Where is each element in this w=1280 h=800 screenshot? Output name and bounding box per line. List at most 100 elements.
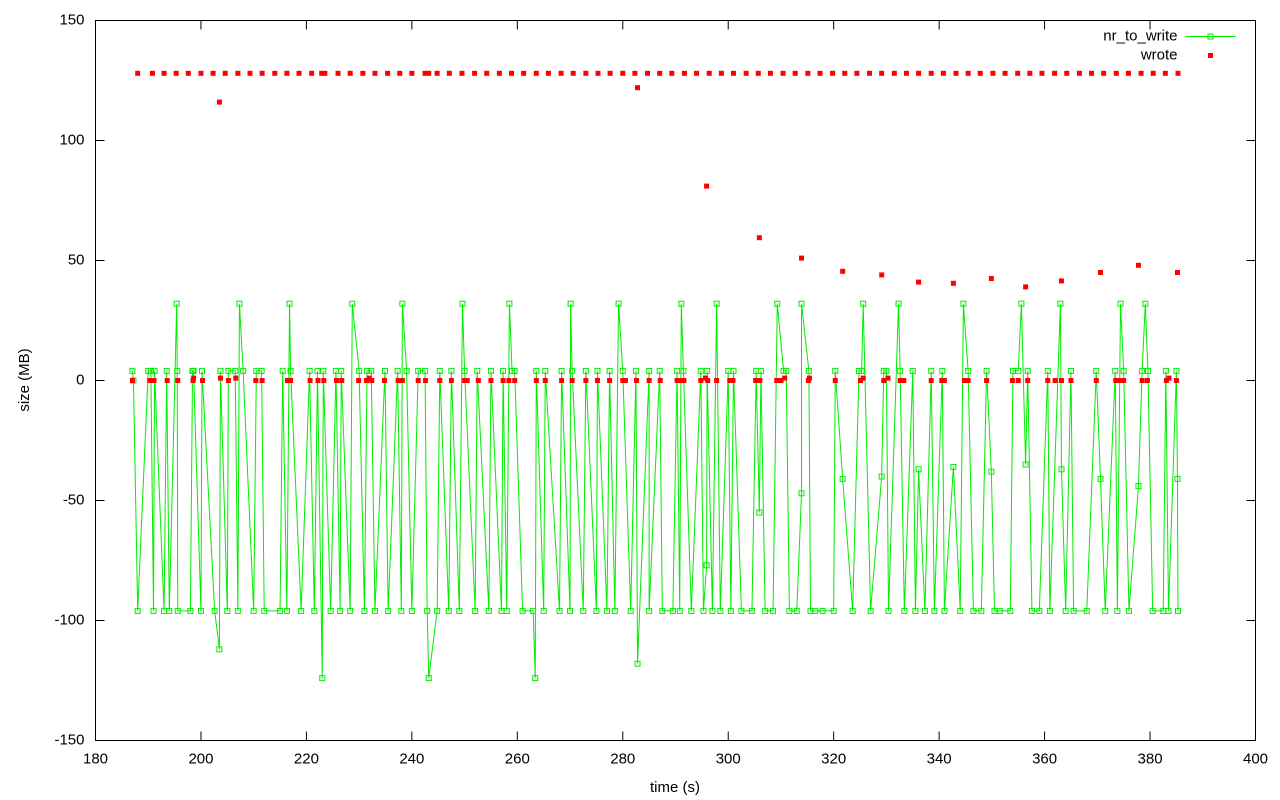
point-marker — [928, 367, 935, 374]
point-marker — [669, 70, 675, 76]
point-marker — [161, 70, 167, 76]
x-tick-label: 400 — [1243, 750, 1268, 767]
point-marker — [191, 375, 197, 381]
point-marker — [594, 378, 600, 383]
point-marker — [634, 660, 641, 667]
point-marker — [1044, 367, 1051, 374]
point-marker — [1002, 70, 1008, 76]
point-marker — [381, 378, 387, 383]
point-marker — [970, 607, 977, 614]
point-marker — [415, 378, 421, 383]
point-marker — [403, 367, 410, 374]
point-marker — [1023, 284, 1029, 290]
point-marker — [1052, 70, 1058, 76]
point-marker — [713, 300, 720, 307]
point-marker — [173, 70, 179, 76]
point-marker — [1093, 378, 1099, 383]
legend-marker — [1207, 33, 1214, 40]
point-marker — [484, 70, 490, 76]
point-marker — [464, 378, 470, 383]
point-marker — [635, 85, 641, 91]
point-marker — [941, 378, 947, 383]
point-marker — [530, 607, 537, 614]
point-marker — [259, 378, 265, 383]
point-marker — [569, 367, 576, 374]
y-tick-label: 0 — [76, 371, 84, 388]
point-marker — [879, 70, 885, 76]
point-marker — [284, 70, 290, 76]
point-marker — [322, 70, 328, 76]
point-marker — [361, 607, 368, 614]
point-marker — [175, 378, 181, 383]
point-marker — [990, 70, 996, 76]
point-marker — [897, 367, 904, 374]
point-marker — [611, 607, 618, 614]
point-marker — [503, 607, 510, 614]
point-marker — [1173, 367, 1180, 374]
point-marker — [916, 279, 922, 285]
point-marker — [678, 378, 684, 383]
point-marker — [1028, 607, 1035, 614]
point-marker — [424, 607, 431, 614]
point-marker — [149, 70, 155, 76]
point-marker — [1015, 70, 1021, 76]
point-marker — [240, 367, 247, 374]
point-marker — [506, 300, 513, 307]
point-marker — [459, 300, 466, 307]
point-marker — [659, 607, 666, 614]
point-marker — [394, 367, 401, 374]
point-marker — [805, 70, 811, 76]
point-marker — [234, 607, 241, 614]
point-marker — [703, 562, 710, 569]
point-marker — [364, 367, 371, 374]
point-marker — [678, 300, 685, 307]
point-marker — [757, 378, 763, 383]
point-marker — [311, 607, 318, 614]
point-marker — [187, 607, 194, 614]
point-marker — [129, 367, 136, 374]
point-marker — [315, 378, 321, 383]
point-marker — [1046, 607, 1053, 614]
point-marker — [1057, 300, 1064, 307]
point-marker — [559, 378, 565, 383]
point-marker — [1067, 367, 1074, 374]
point-marker — [941, 607, 948, 614]
point-marker — [633, 378, 639, 383]
point-marker — [727, 607, 734, 614]
point-marker — [709, 607, 716, 614]
point-marker — [748, 607, 755, 614]
point-marker — [216, 99, 222, 105]
point-marker — [830, 70, 836, 76]
point-marker — [472, 607, 479, 614]
point-marker — [669, 607, 676, 614]
point-marker — [166, 607, 173, 614]
point-marker — [216, 646, 223, 653]
point-marker — [860, 375, 866, 381]
point-marker — [151, 378, 157, 383]
point-marker — [620, 70, 626, 76]
point-marker — [1162, 367, 1169, 374]
point-marker — [583, 378, 589, 383]
point-marker — [197, 607, 204, 614]
point-marker — [1064, 70, 1070, 76]
x-tick-label: 260 — [505, 750, 530, 767]
point-marker — [957, 607, 964, 614]
point-marker — [199, 367, 206, 374]
point-marker — [415, 367, 422, 374]
point-marker — [472, 70, 478, 76]
point-marker — [306, 367, 313, 374]
point-marker — [1101, 70, 1107, 76]
x-tick-label: 300 — [716, 750, 741, 767]
point-marker — [688, 607, 695, 614]
point-marker — [977, 70, 983, 76]
point-marker — [697, 367, 704, 374]
point-marker — [730, 378, 736, 383]
point-marker — [950, 463, 957, 470]
point-marker — [607, 378, 613, 383]
point-marker — [632, 367, 639, 374]
point-marker — [425, 675, 432, 682]
point-marker — [798, 490, 805, 497]
x-tick-label: 380 — [1138, 750, 1163, 767]
x-tick-label: 360 — [1032, 750, 1057, 767]
